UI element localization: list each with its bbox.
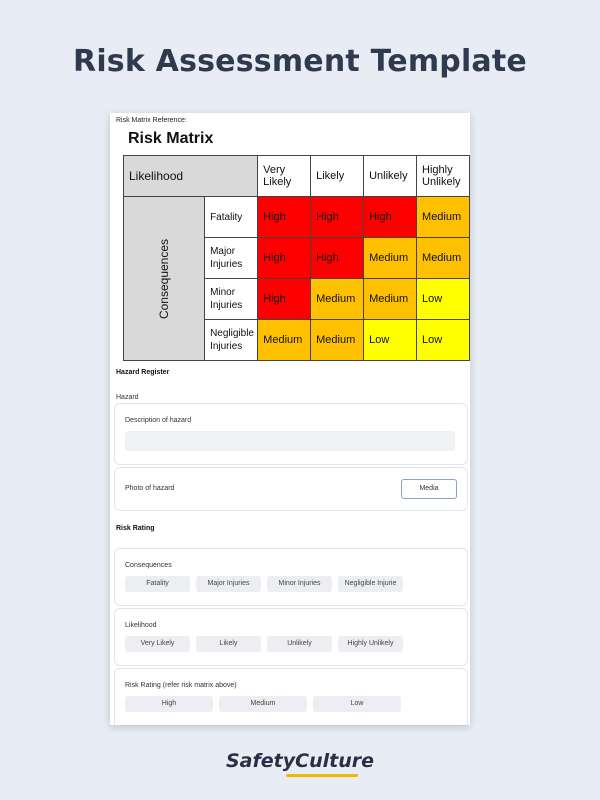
consequence-label: Minor Injuries: [204, 278, 259, 320]
rating-cell: High: [310, 196, 365, 238]
consequences-card: Consequences Fatality Major Injuries Min…: [114, 548, 468, 606]
rating-cell: Low: [416, 278, 470, 320]
rating-cell: High: [257, 237, 312, 279]
rating-cell: Low: [363, 319, 418, 361]
matrix-row: Minor Injuries High Medium Medium Low: [124, 278, 470, 320]
consequence-option-minor[interactable]: Minor Injuries: [267, 576, 332, 592]
consequence-label: Negligible Injuries: [204, 319, 259, 361]
likelihood-option-highly-unlikely[interactable]: Highly Unlikely: [338, 636, 403, 652]
consequence-option-fatality[interactable]: Fatality: [125, 576, 190, 592]
description-label: Description of hazard: [125, 417, 192, 424]
likelihood-option-likely[interactable]: Likely: [196, 636, 261, 652]
consequences-label: Consequences: [125, 562, 172, 569]
consequences-header: Consequences: [122, 196, 206, 361]
hazard-photo-card: Photo of hazard Media: [114, 467, 468, 511]
risk-rating-card: Risk Rating (refer risk matrix above) Hi…: [114, 668, 468, 725]
rating-cell: High: [310, 237, 365, 279]
hazard-label: Hazard: [116, 394, 139, 401]
risk-matrix-table: Likelihood Very Likely Likely Unlikely H…: [122, 155, 470, 361]
matrix-title: Risk Matrix: [128, 130, 214, 147]
consequence-option-negligible[interactable]: Negligible Injurie: [338, 576, 403, 592]
rating-cell: Medium: [363, 237, 418, 279]
matrix-row: Negligible Injuries Medium Medium Low Lo…: [124, 319, 470, 361]
consequence-label: Major Injuries: [204, 237, 259, 279]
rating-cell: High: [257, 196, 312, 238]
likelihood-level: Very Likely: [257, 155, 312, 197]
likelihood-header: Likelihood: [122, 155, 259, 197]
template-sheet: Risk Matrix Reference: Risk Matrix Likel…: [110, 113, 470, 725]
rating-cell: Medium: [310, 278, 365, 320]
photo-label: Photo of hazard: [125, 485, 175, 492]
consequence-label: Fatality: [204, 196, 259, 238]
likelihood-option-unlikely[interactable]: Unlikely: [267, 636, 332, 652]
rating-cell: Medium: [257, 319, 312, 361]
likelihood-label: Likelihood: [125, 622, 157, 629]
hazard-description-card: Description of hazard: [114, 403, 468, 465]
likelihood-option-very-likely[interactable]: Very Likely: [125, 636, 190, 652]
reference-label: Risk Matrix Reference:: [116, 117, 187, 124]
rating-option-low[interactable]: Low: [313, 696, 401, 712]
risk-rating-heading: Risk Rating: [116, 525, 155, 532]
rating-cell: High: [363, 196, 418, 238]
consequences-header-text: Consequences: [157, 238, 172, 319]
rating-cell: Medium: [310, 319, 365, 361]
description-field[interactable]: [125, 431, 455, 451]
rating-option-medium[interactable]: Medium: [219, 696, 307, 712]
media-button[interactable]: Media: [401, 479, 457, 499]
consequence-option-major[interactable]: Major Injuries: [196, 576, 261, 592]
rating-cell: High: [257, 278, 312, 320]
brand-name: SafetyCulture: [226, 750, 374, 772]
matrix-row: Major Injuries High High Medium Medium: [124, 237, 470, 279]
rating-option-high[interactable]: High: [125, 696, 213, 712]
brand-underline: [286, 774, 358, 777]
brand-logo: SafetyCulture: [0, 750, 600, 777]
likelihood-level: Likely: [310, 155, 365, 197]
likelihood-level: Highly Unlikely: [416, 155, 470, 197]
matrix-header-row: Likelihood Very Likely Likely Unlikely H…: [122, 155, 470, 197]
risk-rating-label: Risk Rating (refer risk matrix above): [125, 682, 237, 689]
likelihood-card: Likelihood Very Likely Likely Unlikely H…: [114, 608, 468, 666]
rating-cell: Medium: [363, 278, 418, 320]
page-title: Risk Assessment Template: [73, 44, 527, 79]
rating-cell: Medium: [416, 237, 470, 279]
likelihood-level: Unlikely: [363, 155, 418, 197]
matrix-row: Consequences Fatality High High High Med…: [122, 196, 470, 361]
rating-cell: Medium: [416, 196, 470, 238]
hazard-register-heading: Hazard Register: [116, 369, 170, 376]
rating-cell: Low: [416, 319, 470, 361]
